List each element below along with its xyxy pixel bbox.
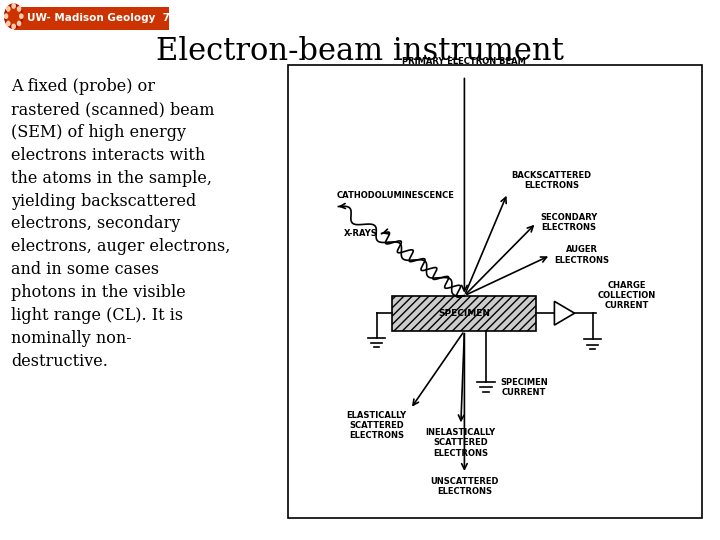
Text: SPECIMEN: SPECIMEN xyxy=(438,309,490,318)
Text: UW- Madison Geology  777: UW- Madison Geology 777 xyxy=(27,14,185,23)
Text: SECONDARY
ELECTRONS: SECONDARY ELECTRONS xyxy=(540,213,598,232)
Circle shape xyxy=(17,21,21,25)
Text: A fixed (probe) or
rastered (scanned) beam
(SEM) of high energy
electrons intera: A fixed (probe) or rastered (scanned) be… xyxy=(11,78,230,369)
Bar xyxy=(392,296,536,330)
Text: BACKSCATTERED
ELECTRONS: BACKSCATTERED ELECTRONS xyxy=(511,171,591,191)
Text: UNSCATTERED
ELECTRONS: UNSCATTERED ELECTRONS xyxy=(430,477,499,496)
Text: AUGER
ELECTRONS: AUGER ELECTRONS xyxy=(554,246,609,265)
Text: SPECIMEN
CURRENT: SPECIMEN CURRENT xyxy=(500,378,548,397)
Text: INELASTICALLY
SCATTERED
ELECTRONS: INELASTICALLY SCATTERED ELECTRONS xyxy=(426,428,496,458)
Circle shape xyxy=(6,6,21,26)
Text: CATHODOLUMINESCENCE: CATHODOLUMINESCENCE xyxy=(336,191,454,199)
Circle shape xyxy=(6,7,10,11)
Circle shape xyxy=(12,24,15,29)
Circle shape xyxy=(17,7,21,11)
Bar xyxy=(288,65,702,518)
Text: CHARGE
COLLECTION
CURRENT: CHARGE COLLECTION CURRENT xyxy=(598,281,656,310)
Circle shape xyxy=(12,4,15,8)
Text: ELASTICALLY
SCATTERED
ELECTRONS: ELASTICALLY SCATTERED ELECTRONS xyxy=(346,410,407,441)
Bar xyxy=(14,7,169,30)
Circle shape xyxy=(19,14,23,18)
Circle shape xyxy=(4,4,23,28)
Text: Electron-beam instrument: Electron-beam instrument xyxy=(156,36,564,67)
Text: X-RAYS: X-RAYS xyxy=(344,229,378,238)
Circle shape xyxy=(6,21,10,25)
Text: PRIMARY ELECTRON BEAM: PRIMARY ELECTRON BEAM xyxy=(402,57,526,66)
Circle shape xyxy=(4,14,8,18)
